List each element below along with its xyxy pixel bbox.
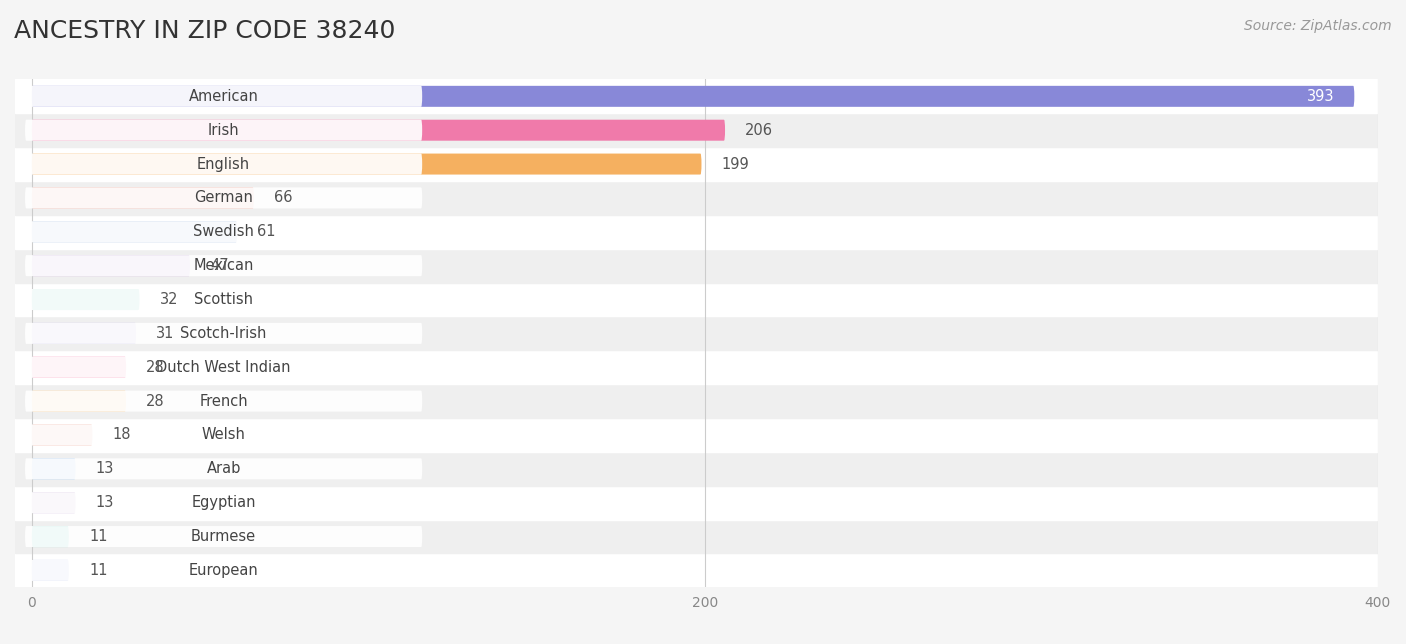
FancyBboxPatch shape	[32, 560, 69, 581]
Text: Swedish: Swedish	[193, 224, 254, 240]
FancyBboxPatch shape	[32, 120, 725, 140]
Bar	[15, 316, 1378, 350]
Bar	[15, 486, 1378, 520]
Text: Source: ZipAtlas.com: Source: ZipAtlas.com	[1244, 19, 1392, 33]
FancyBboxPatch shape	[32, 526, 69, 547]
Bar	[15, 215, 1378, 249]
Text: 13: 13	[96, 495, 114, 510]
FancyBboxPatch shape	[32, 323, 136, 344]
FancyBboxPatch shape	[32, 187, 254, 209]
Bar	[15, 418, 1378, 452]
Bar	[15, 452, 1378, 486]
Bar	[15, 553, 1378, 587]
Text: 28: 28	[146, 360, 165, 375]
FancyBboxPatch shape	[25, 255, 422, 276]
Text: 11: 11	[89, 563, 107, 578]
Text: American: American	[188, 89, 259, 104]
FancyBboxPatch shape	[32, 357, 127, 378]
Bar	[15, 283, 1378, 316]
Text: European: European	[188, 563, 259, 578]
Text: 47: 47	[209, 258, 229, 273]
Bar	[15, 249, 1378, 283]
FancyBboxPatch shape	[32, 424, 93, 446]
Bar	[15, 79, 1378, 113]
Bar	[15, 113, 1378, 147]
Text: 66: 66	[274, 191, 292, 205]
Text: ANCESTRY IN ZIP CODE 38240: ANCESTRY IN ZIP CODE 38240	[14, 19, 395, 43]
Text: 61: 61	[257, 224, 276, 240]
FancyBboxPatch shape	[32, 255, 190, 276]
FancyBboxPatch shape	[32, 391, 127, 412]
Text: 393: 393	[1306, 89, 1334, 104]
Text: 18: 18	[112, 428, 131, 442]
Text: 199: 199	[721, 156, 749, 171]
Bar	[15, 384, 1378, 418]
FancyBboxPatch shape	[25, 187, 422, 209]
Text: Egyptian: Egyptian	[191, 495, 256, 510]
FancyBboxPatch shape	[25, 357, 422, 378]
Text: French: French	[200, 393, 247, 408]
FancyBboxPatch shape	[32, 289, 139, 310]
FancyBboxPatch shape	[25, 492, 422, 513]
FancyBboxPatch shape	[25, 323, 422, 344]
Text: 31: 31	[156, 326, 174, 341]
FancyBboxPatch shape	[25, 222, 422, 242]
Text: 32: 32	[160, 292, 179, 307]
FancyBboxPatch shape	[32, 86, 1354, 107]
Text: Irish: Irish	[208, 123, 239, 138]
Bar	[15, 520, 1378, 553]
Text: Dutch West Indian: Dutch West Indian	[156, 360, 291, 375]
FancyBboxPatch shape	[32, 153, 702, 175]
FancyBboxPatch shape	[32, 492, 76, 513]
Text: Scotch-Irish: Scotch-Irish	[180, 326, 267, 341]
Text: German: German	[194, 191, 253, 205]
Bar	[15, 147, 1378, 181]
FancyBboxPatch shape	[25, 424, 422, 446]
FancyBboxPatch shape	[25, 526, 422, 547]
Bar	[15, 181, 1378, 215]
FancyBboxPatch shape	[25, 153, 422, 175]
FancyBboxPatch shape	[25, 120, 422, 140]
FancyBboxPatch shape	[25, 86, 422, 107]
Text: 11: 11	[89, 529, 107, 544]
Text: Arab: Arab	[207, 461, 240, 477]
FancyBboxPatch shape	[32, 459, 76, 479]
FancyBboxPatch shape	[25, 289, 422, 310]
Text: Mexican: Mexican	[194, 258, 254, 273]
FancyBboxPatch shape	[32, 222, 238, 242]
Bar	[15, 350, 1378, 384]
Text: Burmese: Burmese	[191, 529, 256, 544]
FancyBboxPatch shape	[25, 459, 422, 479]
Text: English: English	[197, 156, 250, 171]
Text: Scottish: Scottish	[194, 292, 253, 307]
FancyBboxPatch shape	[25, 391, 422, 412]
Text: Welsh: Welsh	[201, 428, 246, 442]
Text: 13: 13	[96, 461, 114, 477]
Text: 206: 206	[745, 123, 773, 138]
FancyBboxPatch shape	[25, 560, 422, 581]
Text: 28: 28	[146, 393, 165, 408]
